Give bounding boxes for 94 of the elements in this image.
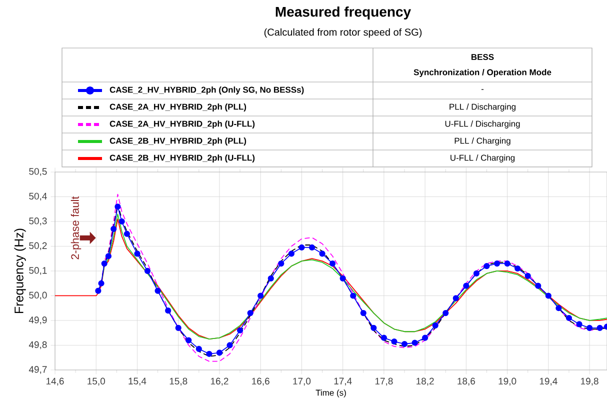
text: - — [481, 89, 484, 90]
point — [154, 288, 161, 294]
point — [288, 250, 294, 257]
point — [484, 262, 490, 270]
point — [391, 338, 398, 345]
point — [226, 342, 233, 348]
point — [442, 310, 449, 316]
point — [186, 337, 192, 344]
point — [401, 340, 408, 348]
point — [330, 260, 336, 267]
y-tick-label: 50,0 — [29, 292, 47, 300]
y-axis-title: Frequency (Hz) — [14, 228, 26, 314]
point — [308, 244, 316, 251]
point — [463, 282, 470, 289]
point — [268, 275, 274, 282]
point — [494, 260, 500, 267]
point — [247, 310, 254, 316]
point — [134, 250, 140, 257]
y-tick-label: 49,9 — [28, 316, 47, 324]
point — [319, 250, 326, 257]
point — [566, 314, 572, 322]
point — [350, 292, 356, 299]
legend-label: CASE_2A_HV_HYBRID_2ph (PLL) — [110, 104, 246, 112]
x-tick-label: 17,8 — [375, 378, 393, 386]
x-tick-label: 18,2 — [416, 378, 434, 386]
point — [514, 265, 521, 272]
point — [114, 204, 121, 210]
y-tick-label: 49,8 — [28, 341, 47, 350]
legend-label: CASE_2_HV_HYBRID_2ph (Only SG, No BESSs) — [110, 86, 304, 94]
legend-label: CASE_2B_HV_HYBRID_2ph (U-FLL) — [110, 154, 255, 162]
point — [124, 230, 130, 237]
point — [422, 334, 428, 341]
x-tick-label: 14,6 — [46, 378, 64, 386]
point — [196, 346, 202, 352]
point — [98, 280, 104, 286]
y-tick-label: 49,7 — [28, 366, 47, 374]
point — [360, 310, 366, 316]
x-axis-title: Time (s) — [316, 389, 346, 398]
legend-label: CASE_2B_HV_HYBRID_2ph (PLL) — [110, 138, 246, 146]
point — [596, 324, 603, 331]
point — [452, 295, 459, 302]
point — [576, 321, 582, 328]
point — [236, 327, 244, 334]
x-tick-label: 15,0 — [88, 378, 105, 386]
point — [504, 260, 510, 267]
point — [258, 292, 264, 299]
legend-title: BESS — [471, 54, 494, 60]
x-tick-label: 16,6 — [252, 378, 270, 386]
point — [556, 305, 562, 312]
point — [101, 260, 108, 267]
text: Synchronization / Operation Mode — [414, 69, 552, 77]
point — [524, 272, 531, 279]
point — [206, 350, 212, 357]
point — [110, 226, 117, 232]
x-tick-label: 15,4 — [128, 378, 146, 386]
point — [412, 340, 418, 346]
point — [545, 292, 552, 299]
point — [165, 308, 172, 314]
x-tick-label: 15,8 — [170, 378, 188, 386]
y-tick-label: 50,2 — [29, 242, 47, 250]
point — [586, 324, 593, 331]
text: PLL / Charging — [454, 138, 510, 146]
x-tick-label: 19,8 — [581, 378, 598, 386]
annotation: 2-phase fault — [70, 196, 82, 260]
point — [432, 322, 438, 328]
x-tick-label: 19,4 — [540, 378, 558, 386]
point — [535, 282, 542, 289]
point — [380, 334, 387, 341]
text: PLL / Discharging — [450, 104, 516, 112]
point — [118, 218, 125, 225]
chart-title: Measured frequency — [276, 6, 411, 20]
point — [340, 275, 346, 282]
x-tick-label: 18,6 — [458, 378, 475, 386]
y-tick-label: 50,5 — [29, 168, 47, 176]
y-tick-label: 50,1 — [29, 267, 47, 275]
text: U-FLL / Discharging — [445, 120, 520, 128]
chart-subtitle: (Calculated from rotor speed of SG) — [264, 28, 422, 38]
x-tick-label: 17,0 — [293, 378, 311, 386]
point — [298, 244, 305, 251]
point — [216, 350, 223, 356]
point — [473, 270, 480, 277]
point — [278, 260, 284, 267]
y-tick-label: 50,3 — [29, 218, 47, 226]
text: U-FLL / Charging — [450, 154, 515, 162]
point — [370, 324, 377, 331]
x-tick-label: 17,4 — [334, 378, 352, 386]
point — [144, 268, 151, 274]
point — [95, 288, 102, 294]
legend-label: CASE_2A_HV_HYBRID_2ph (U-FLL) — [110, 120, 255, 128]
point — [105, 253, 112, 260]
x-tick-label: 16,2 — [210, 378, 228, 386]
point — [175, 324, 182, 331]
x-tick-label: 19,0 — [498, 378, 516, 386]
y-tick-label: 50,4 — [29, 192, 47, 201]
